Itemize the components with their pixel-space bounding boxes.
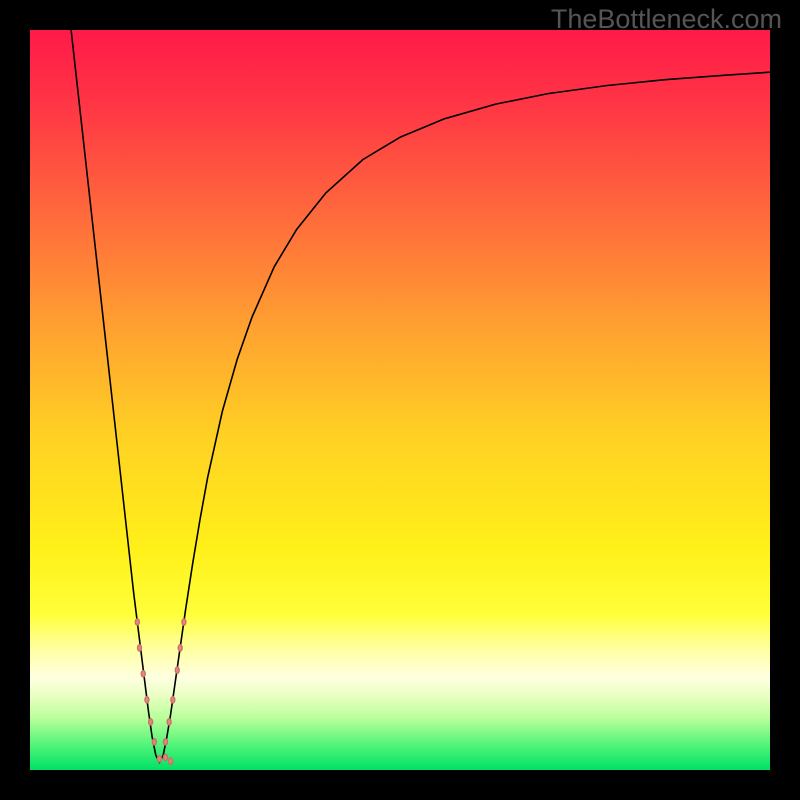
- data-marker: [178, 645, 182, 651]
- data-marker: [163, 754, 167, 760]
- gradient-background: [30, 30, 770, 770]
- data-marker: [171, 697, 175, 703]
- data-marker: [158, 756, 162, 762]
- data-marker: [167, 719, 171, 725]
- data-marker: [175, 667, 179, 673]
- data-marker: [145, 697, 149, 703]
- chart-frame: TheBottleneck.com: [0, 0, 800, 800]
- data-marker: [152, 739, 156, 745]
- data-marker: [138, 645, 142, 651]
- data-marker: [163, 739, 167, 745]
- plot-area: [30, 30, 770, 770]
- data-marker: [169, 758, 173, 764]
- data-marker: [149, 719, 153, 725]
- watermark-text: TheBottleneck.com: [551, 4, 782, 35]
- plot-svg: [30, 30, 770, 770]
- data-marker: [141, 671, 145, 677]
- data-marker: [135, 619, 139, 625]
- data-marker: [182, 619, 186, 625]
